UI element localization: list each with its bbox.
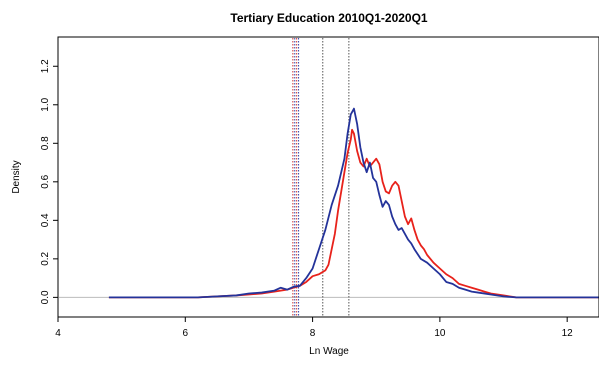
y-tick-label: 1.2	[40, 59, 51, 73]
y-tick-label: 0.8	[40, 136, 51, 150]
y-tick-label: 1.0	[40, 97, 51, 111]
x-tick-label: 12	[562, 328, 574, 339]
x-tick-label: 10	[434, 328, 446, 339]
density-series-0	[108, 128, 599, 299]
x-axis-label: Ln Wage	[309, 346, 349, 357]
x-tick-label: 8	[310, 328, 316, 339]
y-tick-label: 0.4	[40, 213, 51, 227]
y-tick-label: 0.2	[40, 251, 51, 265]
chart-title: Tertiary Education 2010Q1-2020Q1	[230, 11, 428, 25]
y-tick-label: 0.0	[40, 290, 51, 304]
y-axis: 0.0 0.2 0.4 0.6 0.8 1.0 1.2	[40, 59, 58, 304]
x-tick-label: 4	[55, 328, 61, 339]
y-tick-label: 0.6	[40, 174, 51, 188]
y-axis-label: Density	[11, 160, 22, 193]
plot-content	[59, 38, 599, 316]
density-series-1	[108, 107, 599, 299]
plot-frame	[57, 36, 599, 318]
x-axis: 4 6 8 10 12	[55, 317, 573, 339]
x-tick-label: 6	[183, 328, 189, 339]
